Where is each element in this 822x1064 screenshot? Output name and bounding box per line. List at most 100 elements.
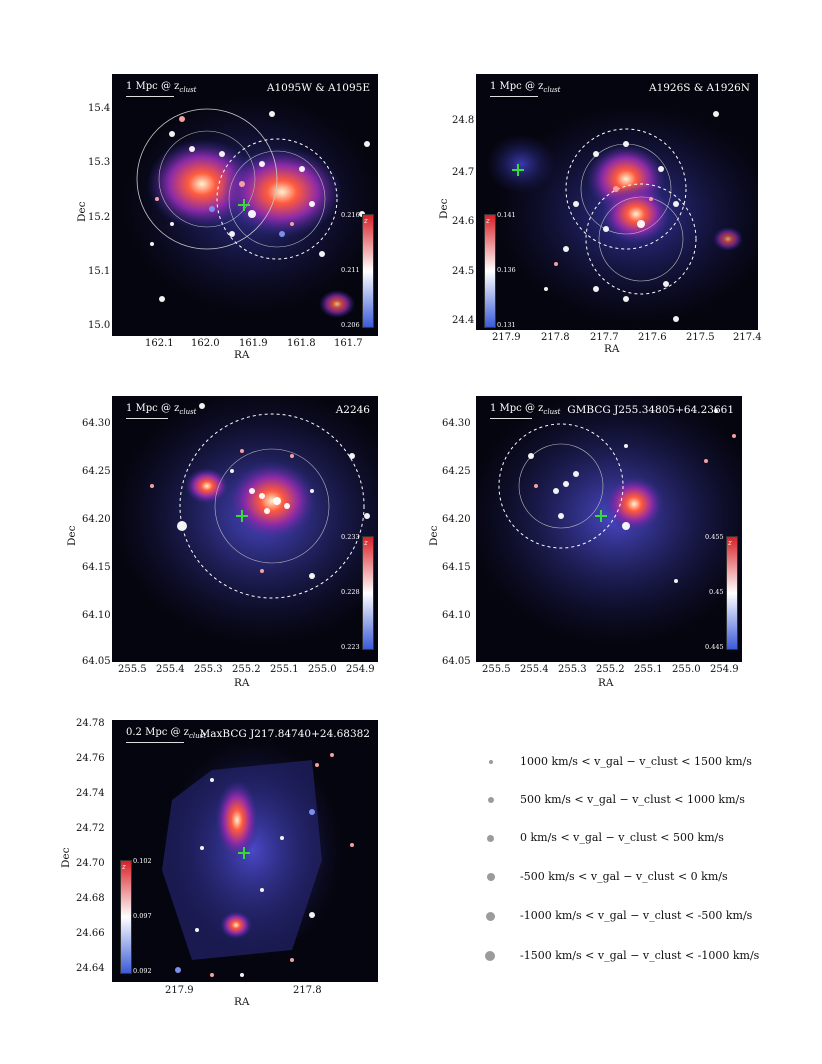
- y-tick: 15.1: [88, 266, 111, 277]
- legend-text: -1000 km/s < v_gal − v_clust < -500 km/s: [520, 909, 753, 922]
- colorbar-symbol: z: [364, 217, 368, 225]
- y-tick: 15.0: [88, 320, 111, 331]
- colorbar-tick: 0.206: [341, 321, 360, 329]
- x-tick: 217.6: [638, 332, 667, 343]
- x-tick: 255.4: [156, 664, 185, 675]
- y-tick: 64.15: [82, 562, 111, 573]
- x-tick: 217.8: [541, 332, 570, 343]
- x-axis-label: RA: [604, 343, 620, 355]
- y-tick: 64.25: [442, 466, 471, 477]
- x-tick: 217.5: [686, 332, 715, 343]
- panel-title: A1095W & A1095E: [266, 82, 370, 94]
- x-tick: 217.8: [293, 985, 322, 996]
- legend-marker: [487, 834, 494, 842]
- xray-map: [112, 396, 378, 646]
- y-tick: 24.70: [76, 858, 105, 869]
- y-tick: 64.05: [82, 656, 111, 667]
- scale-bar: 1 Mpc @ zclust: [126, 403, 197, 419]
- y-tick: 24.76: [76, 753, 105, 764]
- x-tick: 217.9: [492, 332, 521, 343]
- legend-text: -500 km/s < v_gal − v_clust < 0 km/s: [520, 870, 728, 883]
- xray-map: [476, 396, 742, 646]
- y-tick: 24.78: [76, 718, 105, 729]
- y-tick: 24.5: [452, 266, 475, 277]
- y-tick: 64.20: [82, 514, 111, 525]
- colorbar-symbol: z: [486, 217, 490, 225]
- legend-marker: [489, 760, 493, 764]
- xray-map: [122, 94, 378, 318]
- colorbar-tick: 0.445: [705, 643, 724, 651]
- x-tick: 255.4: [520, 664, 549, 675]
- scale-bar: 0.2 Mpc @ zclust: [126, 727, 206, 743]
- y-tick: 24.74: [76, 788, 105, 799]
- y-tick: 64.05: [442, 656, 471, 667]
- y-tick: 24.68: [76, 893, 105, 904]
- panel-title: MaxBCG J217.84740+24.68382: [199, 728, 371, 740]
- colorbar-symbol: z: [122, 863, 126, 871]
- colorbar-tick: 0.455: [705, 533, 724, 541]
- colorbar-tick: 0.092: [133, 967, 152, 975]
- image-a1095: 1 Mpc @ zclust A1095W & A1095E z 0.216 0…: [112, 74, 378, 336]
- y-axis-label: Dec: [76, 201, 88, 222]
- x-tick: 217.7: [590, 332, 619, 343]
- colorbar-symbol: z: [728, 539, 732, 547]
- scale-bar: 1 Mpc @ zclust: [126, 81, 197, 97]
- colorbar-tick: 0.136: [497, 266, 516, 274]
- x-tick: 161.7: [334, 338, 363, 349]
- x-tick: 162.1: [145, 338, 174, 349]
- image-maxbcg: 0.2 Mpc @ zclust MaxBCG J217.84740+24.68…: [112, 720, 378, 982]
- x-tick: 255.2: [232, 664, 261, 675]
- colorbar: [362, 214, 374, 328]
- legend-marker: [486, 911, 495, 921]
- x-tick: 255.3: [194, 664, 223, 675]
- colorbar-tick: 0.223: [341, 643, 360, 651]
- y-axis-label: Dec: [60, 847, 72, 868]
- y-tick: 15.3: [88, 157, 111, 168]
- x-tick: 161.8: [287, 338, 316, 349]
- x-tick: 255.5: [482, 664, 511, 675]
- x-tick: 254.9: [346, 664, 375, 675]
- y-axis-label: Dec: [428, 525, 440, 546]
- legend-marker: [485, 951, 495, 961]
- colorbar-tick: 0.233: [341, 533, 360, 541]
- y-tick: 24.6: [452, 216, 475, 227]
- colorbar-tick: 0.141: [497, 211, 516, 219]
- x-tick: 255.1: [270, 664, 299, 675]
- colorbar-tick: 0.097: [133, 912, 152, 920]
- image-a2246: 1 Mpc @ zclust A2246 z 0.233 0.228 0.223: [112, 396, 378, 662]
- colorbar: [484, 214, 496, 328]
- colorbar: [362, 536, 374, 650]
- y-axis-label: Dec: [66, 525, 78, 546]
- y-tick: 24.7: [452, 167, 475, 178]
- x-tick: 255.0: [672, 664, 701, 675]
- y-tick: 64.10: [442, 610, 471, 621]
- galaxy-points: [150, 111, 370, 302]
- y-tick: 64.25: [82, 466, 111, 477]
- image-gmbcg: 1 Mpc @ zclust GMBCG J255.34805+64.23661…: [476, 396, 742, 662]
- colorbar-tick: 0.216: [341, 211, 360, 219]
- xray-map: [486, 104, 758, 324]
- colorbar-symbol: z: [364, 539, 368, 547]
- x-tick: 254.9: [710, 664, 739, 675]
- y-tick: 24.8: [452, 115, 475, 126]
- legend-text: 1000 km/s < v_gal − v_clust < 1500 km/s: [520, 755, 752, 768]
- panel-title: A2246: [335, 404, 370, 416]
- x-axis-label: RA: [234, 349, 250, 361]
- legend-text: -1500 km/s < v_gal − v_clust < -1000 km/…: [520, 949, 760, 962]
- y-tick: 64.15: [442, 562, 471, 573]
- colorbar: [726, 536, 738, 650]
- x-tick: 217.9: [165, 985, 194, 996]
- y-axis-label: Dec: [438, 198, 450, 219]
- colorbar-tick: 0.102: [133, 857, 152, 865]
- xray-map: [162, 740, 354, 977]
- scale-bar: 1 Mpc @ zclust: [490, 403, 561, 419]
- x-tick: 217.4: [733, 332, 762, 343]
- y-tick: 64.30: [442, 418, 471, 429]
- x-axis-label: RA: [598, 677, 614, 689]
- x-tick: 162.0: [191, 338, 220, 349]
- legend-text: 0 km/s < v_gal − v_clust < 500 km/s: [520, 831, 724, 844]
- y-tick: 15.4: [88, 103, 111, 114]
- y-tick: 64.10: [82, 610, 111, 621]
- y-tick: 24.4: [452, 315, 475, 326]
- colorbar-tick: 0.228: [341, 588, 360, 596]
